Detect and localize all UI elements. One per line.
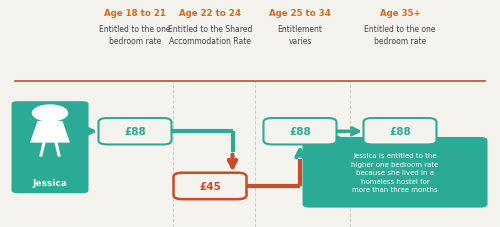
- Text: Age 22 to 24: Age 22 to 24: [179, 9, 241, 18]
- Text: Age 35+: Age 35+: [380, 9, 420, 18]
- Text: Jessica: Jessica: [32, 178, 68, 187]
- Polygon shape: [320, 129, 350, 141]
- Polygon shape: [30, 121, 70, 143]
- Text: Entitled to the one
bedroom rate: Entitled to the one bedroom rate: [99, 25, 171, 46]
- Text: Age 25 to 34: Age 25 to 34: [269, 9, 331, 18]
- Text: £88: £88: [124, 127, 146, 137]
- Text: Entitled to the Shared
Accommodation Rate: Entitled to the Shared Accommodation Rat…: [168, 25, 252, 46]
- FancyBboxPatch shape: [98, 118, 172, 145]
- Circle shape: [32, 106, 68, 121]
- Text: Age 18 to 21: Age 18 to 21: [104, 9, 166, 18]
- Text: Entitled to the one
bedroom rate: Entitled to the one bedroom rate: [364, 25, 436, 46]
- Text: £45: £45: [199, 181, 221, 191]
- Text: Entitlement
varies: Entitlement varies: [278, 25, 322, 46]
- Text: £88: £88: [289, 127, 311, 137]
- FancyBboxPatch shape: [12, 102, 88, 193]
- FancyBboxPatch shape: [364, 118, 436, 145]
- Text: £88: £88: [389, 127, 411, 137]
- FancyBboxPatch shape: [174, 173, 246, 199]
- Text: Jessica is entitled to the
higher one bedroom rate
because she lived in a
homele: Jessica is entitled to the higher one be…: [352, 153, 438, 192]
- FancyBboxPatch shape: [302, 137, 488, 208]
- FancyBboxPatch shape: [264, 118, 336, 145]
